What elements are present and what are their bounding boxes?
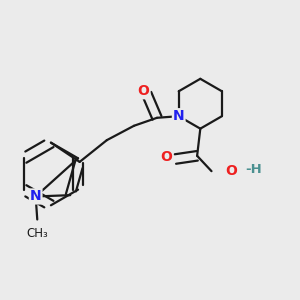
Text: CH₃: CH₃ <box>26 227 48 241</box>
Text: N: N <box>30 190 41 203</box>
Text: -H: -H <box>245 163 262 176</box>
Text: O: O <box>138 84 149 98</box>
Text: O: O <box>160 150 172 164</box>
Text: O: O <box>225 164 237 178</box>
Text: N: N <box>173 109 184 123</box>
